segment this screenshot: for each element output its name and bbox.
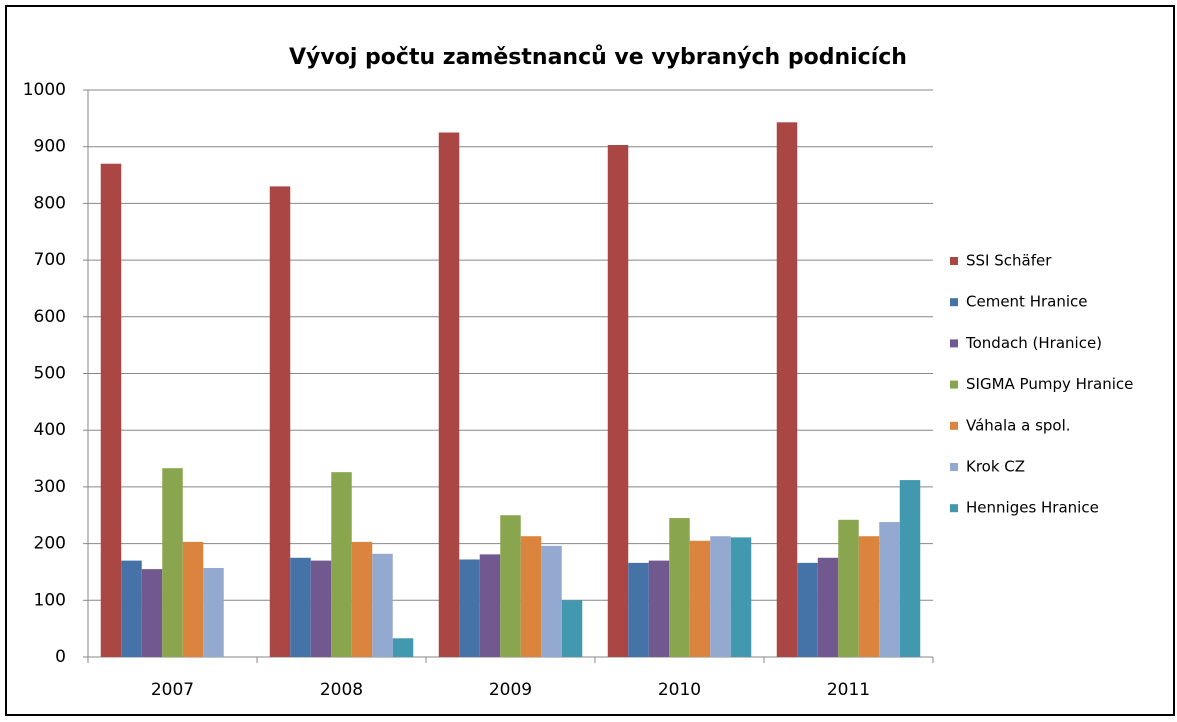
- y-tick-label: 800: [34, 193, 66, 213]
- legend-swatch: [950, 298, 958, 307]
- bar: [628, 562, 649, 657]
- bar: [500, 515, 521, 657]
- bar: [392, 638, 414, 657]
- bar: [479, 554, 501, 657]
- y-tick-label: 100: [34, 590, 66, 610]
- y-tick-label: 500: [34, 364, 66, 384]
- x-tick-label: 2009: [489, 680, 532, 700]
- legend-label: Cement Hranice: [966, 293, 1088, 311]
- bar: [607, 144, 629, 657]
- legend-swatch: [950, 339, 958, 348]
- legend-swatch: [950, 421, 958, 430]
- bar: [730, 537, 752, 657]
- bar: [669, 518, 690, 657]
- bar: [100, 163, 122, 657]
- y-tick-label: 0: [55, 647, 66, 667]
- y-tick-label: 200: [34, 534, 66, 554]
- bar: [372, 553, 393, 657]
- bar: [121, 560, 142, 657]
- legend-label: Henniges Hranice: [966, 499, 1099, 517]
- bar: [269, 186, 291, 657]
- chart-title: Vývoj počtu zaměstnanců ve vybraných pod…: [289, 45, 907, 70]
- bar: [162, 468, 183, 657]
- bar: [310, 560, 332, 657]
- y-tick-label: 700: [34, 250, 66, 270]
- legend-swatch: [950, 504, 958, 513]
- bar: [331, 472, 352, 657]
- bar: [561, 600, 583, 657]
- legend-label: SSI Schäfer: [966, 252, 1052, 270]
- bar: [290, 557, 311, 657]
- legend-swatch: [950, 380, 958, 389]
- bar: [776, 122, 798, 658]
- bar: [141, 569, 163, 657]
- bar: [710, 536, 731, 657]
- bar: [541, 545, 562, 657]
- bar: [689, 540, 711, 657]
- bar: [351, 541, 373, 657]
- y-tick-label: 1000: [23, 80, 66, 100]
- bar: [879, 522, 900, 657]
- legend-swatch: [950, 257, 958, 265]
- bar: [182, 541, 204, 657]
- y-tick-label: 900: [34, 137, 66, 157]
- bar: [899, 480, 921, 657]
- legend-swatch: [950, 463, 958, 471]
- legend-label: Krok CZ: [966, 458, 1025, 476]
- y-tick-label: 300: [34, 477, 66, 497]
- bar: [648, 560, 670, 657]
- legend-label: Tondach (Hranice): [965, 334, 1102, 352]
- legend-label: Váhala a spol.: [966, 416, 1071, 434]
- bar: [858, 536, 880, 657]
- y-tick-label: 600: [34, 307, 66, 327]
- bar: [459, 559, 480, 657]
- x-tick-label: 2011: [827, 680, 870, 700]
- legend-label: SIGMA Pumpy Hranice: [966, 375, 1133, 393]
- bar: [817, 557, 839, 657]
- bar: [203, 567, 224, 657]
- bar: [838, 519, 859, 657]
- bar: [438, 132, 460, 657]
- bar: [520, 536, 542, 657]
- x-tick-label: 2008: [320, 680, 363, 700]
- y-tick-label: 400: [34, 420, 66, 440]
- x-tick-label: 2007: [151, 680, 194, 700]
- bar: [797, 562, 818, 657]
- x-tick-label: 2010: [658, 680, 701, 700]
